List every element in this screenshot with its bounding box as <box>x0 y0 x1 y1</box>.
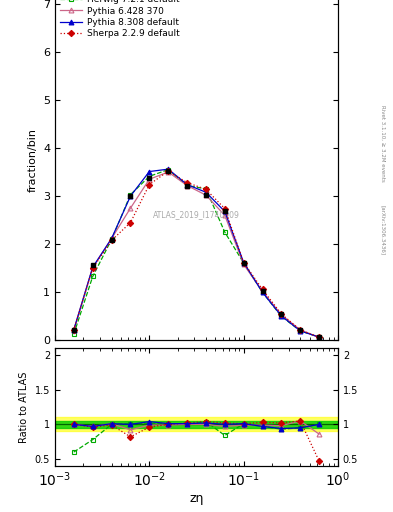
Herwig 7.2.1 default <box>260 289 265 295</box>
Pythia 8.308 default <box>72 327 76 333</box>
Sherpa 2.2.9 default <box>317 334 321 340</box>
Pythia 8.308 default <box>204 189 208 195</box>
Herwig 7.2.1 default <box>241 260 246 266</box>
X-axis label: zη: zη <box>189 492 204 505</box>
ATLAS <box>204 191 208 198</box>
Pythia 8.308 default <box>109 236 114 242</box>
Sherpa 2.2.9 default <box>241 260 246 266</box>
Herwig 7.2.1 default <box>185 182 189 188</box>
Pythia 6.428 370 <box>166 169 171 175</box>
Bar <box>55 417 338 431</box>
Pythia 6.428 370 <box>147 176 152 182</box>
ATLAS <box>317 334 321 340</box>
ATLAS <box>72 327 76 333</box>
Sherpa 2.2.9 default <box>204 186 208 193</box>
Line: Pythia 8.308 default: Pythia 8.308 default <box>71 167 321 339</box>
Pythia 8.308 default <box>222 208 227 215</box>
Line: Sherpa 2.2.9 default: Sherpa 2.2.9 default <box>72 169 321 339</box>
Sherpa 2.2.9 default <box>90 265 95 271</box>
Bar <box>55 421 338 428</box>
Herwig 7.2.1 default <box>279 313 284 319</box>
Pythia 6.428 370 <box>204 192 208 198</box>
Pythia 6.428 370 <box>222 212 227 219</box>
Sherpa 2.2.9 default <box>72 327 76 333</box>
Pythia 6.428 370 <box>109 236 114 242</box>
ATLAS <box>147 175 152 181</box>
ATLAS <box>222 208 227 214</box>
Pythia 6.428 370 <box>279 312 284 318</box>
Herwig 7.2.1 default <box>222 229 227 236</box>
Pythia 6.428 370 <box>298 327 303 333</box>
ATLAS <box>298 327 303 333</box>
Y-axis label: Ratio to ATLAS: Ratio to ATLAS <box>19 371 29 443</box>
Sherpa 2.2.9 default <box>128 220 133 226</box>
Pythia 6.428 370 <box>90 264 95 270</box>
Pythia 6.428 370 <box>241 261 246 267</box>
Y-axis label: fraction/bin: fraction/bin <box>28 128 37 192</box>
ATLAS <box>109 237 114 243</box>
Text: ATLAS_2019_I1740909: ATLAS_2019_I1740909 <box>153 209 240 219</box>
Herwig 7.2.1 default <box>109 237 114 243</box>
Pythia 6.428 370 <box>317 334 321 340</box>
Sherpa 2.2.9 default <box>109 237 114 243</box>
Pythia 6.428 370 <box>72 327 76 333</box>
ATLAS <box>90 262 95 268</box>
Herwig 7.2.1 default <box>72 331 76 337</box>
Line: ATLAS: ATLAS <box>71 168 321 339</box>
Pythia 8.308 default <box>128 193 133 199</box>
Line: Pythia 6.428 370: Pythia 6.428 370 <box>71 169 321 340</box>
Herwig 7.2.1 default <box>90 273 95 280</box>
Herwig 7.2.1 default <box>166 166 171 173</box>
Sherpa 2.2.9 default <box>147 181 152 187</box>
Pythia 8.308 default <box>185 181 189 187</box>
ATLAS <box>166 168 171 174</box>
Herwig 7.2.1 default <box>298 328 303 334</box>
Text: [arXiv:1306.3436]: [arXiv:1306.3436] <box>381 205 386 255</box>
Sherpa 2.2.9 default <box>279 311 284 317</box>
Pythia 8.308 default <box>260 289 265 295</box>
Herwig 7.2.1 default <box>317 334 321 340</box>
Pythia 6.428 370 <box>185 182 189 188</box>
Pythia 8.308 default <box>147 168 152 175</box>
ATLAS <box>128 193 133 199</box>
Pythia 8.308 default <box>317 334 321 340</box>
Legend: ATLAS, Herwig 7.2.1 default, Pythia 6.428 370, Pythia 8.308 default, Sherpa 2.2.: ATLAS, Herwig 7.2.1 default, Pythia 6.42… <box>58 0 181 40</box>
Sherpa 2.2.9 default <box>222 205 227 211</box>
Line: Herwig 7.2.1 default: Herwig 7.2.1 default <box>71 167 321 339</box>
Pythia 8.308 default <box>241 260 246 266</box>
ATLAS <box>185 182 189 188</box>
ATLAS <box>279 311 284 317</box>
Pythia 6.428 370 <box>260 288 265 294</box>
Sherpa 2.2.9 default <box>185 180 189 186</box>
Herwig 7.2.1 default <box>204 186 208 192</box>
Text: Rivet 3.1.10, ≥ 3.2M events: Rivet 3.1.10, ≥ 3.2M events <box>381 105 386 182</box>
Pythia 8.308 default <box>90 264 95 270</box>
Pythia 8.308 default <box>298 328 303 334</box>
Herwig 7.2.1 default <box>147 173 152 179</box>
Pythia 8.308 default <box>166 166 171 172</box>
ATLAS <box>260 288 265 294</box>
Sherpa 2.2.9 default <box>260 286 265 292</box>
Pythia 6.428 370 <box>128 205 133 211</box>
ATLAS <box>241 261 246 267</box>
Sherpa 2.2.9 default <box>166 168 171 174</box>
Sherpa 2.2.9 default <box>298 327 303 333</box>
Herwig 7.2.1 default <box>128 191 133 198</box>
Pythia 8.308 default <box>279 313 284 319</box>
